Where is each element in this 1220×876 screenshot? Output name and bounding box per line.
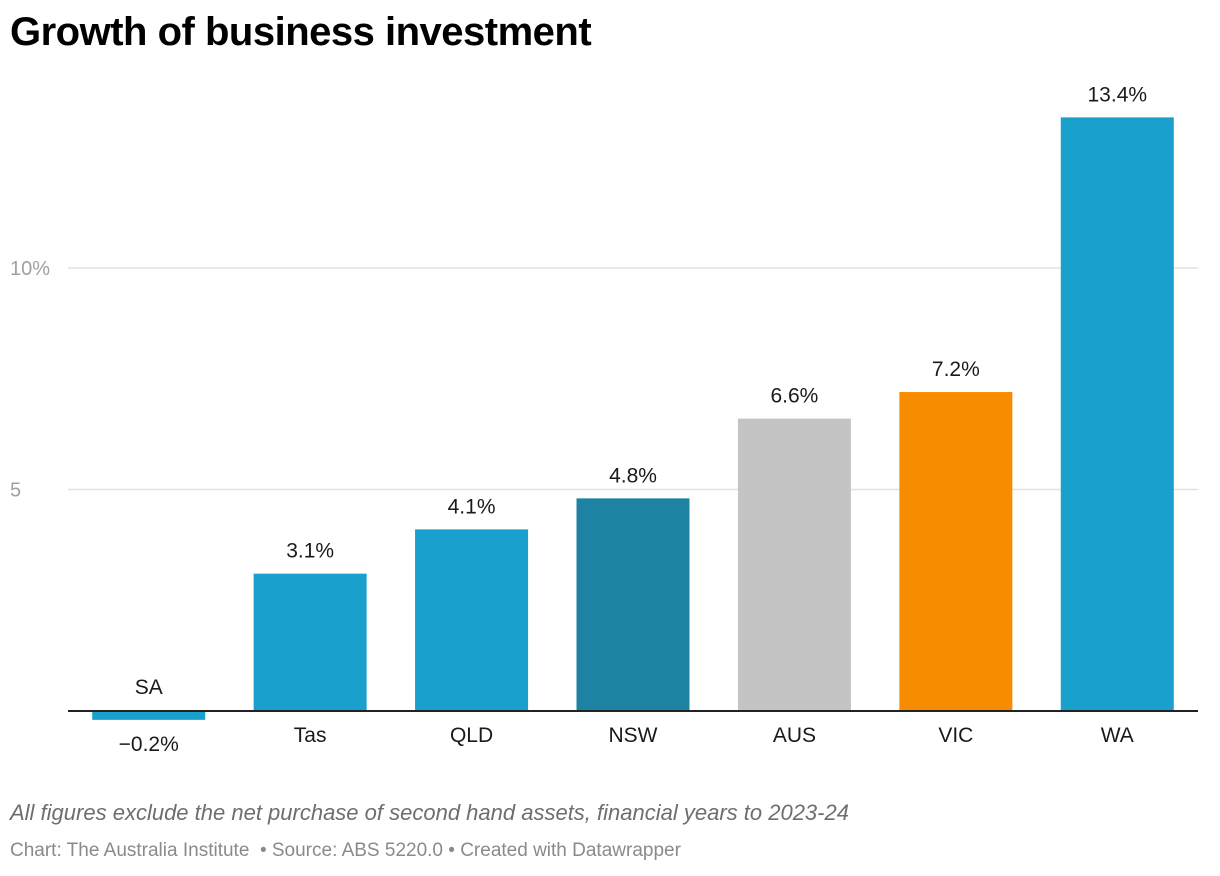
- value-label: 3.1%: [286, 540, 334, 563]
- value-label: 4.1%: [448, 495, 496, 518]
- category-label: Tas: [294, 724, 327, 747]
- chart-notes: All figures exclude the net purchase of …: [10, 800, 849, 825]
- bar: [899, 392, 1013, 711]
- bars: [92, 117, 1174, 720]
- chart-credit: Chart: The Australia Institute • Source:…: [10, 840, 681, 861]
- gridlines: 5 10%: [10, 258, 1198, 502]
- value-label: 7.2%: [932, 358, 980, 381]
- y-tick-label: 10%: [10, 258, 50, 280]
- value-label: 6.6%: [770, 385, 818, 408]
- category-label: SA: [135, 676, 163, 699]
- bar: [737, 418, 851, 711]
- category-label: QLD: [450, 724, 493, 747]
- bar: [415, 529, 529, 711]
- bar: [92, 711, 206, 720]
- category-label: VIC: [938, 724, 973, 747]
- bar: [253, 573, 367, 711]
- value-label: 4.8%: [609, 464, 657, 487]
- bar-chart: 5 10% SA −0.2% Tas 3.1% QLD 4.1% NSW 4.8% AUS 6.6%…: [10, 83, 1198, 756]
- category-label: WA: [1101, 724, 1134, 747]
- labels: SA −0.2% Tas 3.1% QLD 4.1% NSW 4.8% AUS 6.6% VIC 7.…: [119, 83, 1147, 756]
- bar: [1060, 117, 1174, 711]
- y-tick-label: 5: [10, 480, 21, 502]
- value-label: −0.2%: [119, 733, 179, 756]
- chart-title: Growth of business investment: [10, 10, 592, 54]
- value-label: 13.4%: [1088, 83, 1148, 106]
- bar: [576, 498, 690, 711]
- category-label: NSW: [609, 724, 658, 747]
- category-label: AUS: [773, 724, 816, 747]
